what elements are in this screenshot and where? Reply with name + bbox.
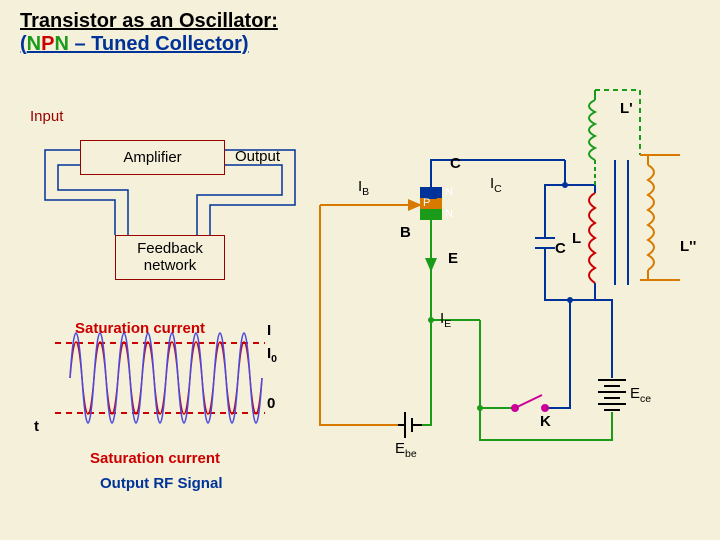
block-wires (45, 150, 295, 235)
label-N-top: N (445, 186, 453, 198)
sat-top: Saturation current (75, 320, 205, 337)
label-L: L (572, 230, 581, 247)
label-Lpp: L'' (680, 238, 696, 255)
coil-L (589, 193, 595, 283)
label-I0: I0 (267, 345, 277, 365)
label-zero: 0 (267, 395, 275, 412)
battery-ebe (398, 412, 422, 438)
label-Ece: Ece (630, 385, 651, 405)
label-C-top: C (450, 155, 461, 172)
switch-k (512, 395, 548, 411)
label-C-cap: C (555, 240, 566, 257)
label-Ebe: Ebe (395, 440, 417, 460)
battery-ece (598, 380, 626, 410)
label-P-mid: P (423, 197, 430, 209)
coil-Lpp (640, 155, 680, 280)
capacitor-c (535, 235, 555, 258)
output-rf: Output RF Signal (100, 475, 222, 492)
label-B: B (400, 224, 411, 241)
label-IC: IC (490, 175, 502, 195)
label-N-bot: N (445, 208, 453, 220)
label-IB: IB (358, 178, 369, 198)
label-I: I (267, 322, 271, 339)
label-t: t (34, 418, 39, 435)
label-IE: IE (440, 310, 451, 330)
waveform (70, 333, 262, 423)
label-K: K (540, 413, 551, 430)
label-Lp: L' (620, 100, 633, 117)
label-E: E (448, 250, 458, 267)
sat-bot: Saturation current (90, 450, 220, 467)
